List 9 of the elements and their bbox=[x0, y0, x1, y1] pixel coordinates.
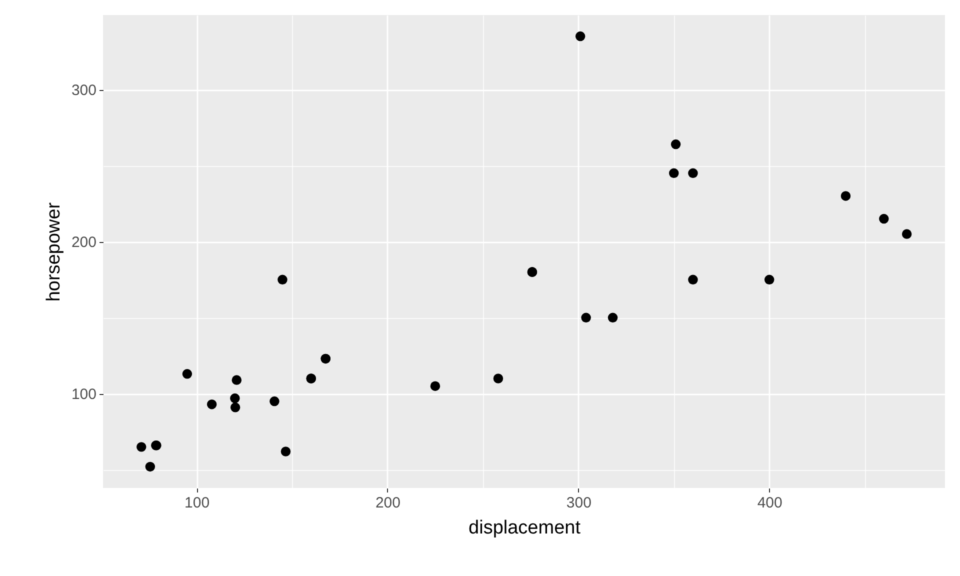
x-tick-label: 100 bbox=[184, 494, 210, 512]
x-tick-label: 300 bbox=[566, 494, 592, 512]
x-tick-label: 200 bbox=[375, 494, 400, 512]
y-tick-label: 200 bbox=[71, 234, 96, 252]
x-tick-label: 400 bbox=[757, 494, 782, 512]
y-tick-label: 300 bbox=[71, 82, 96, 100]
x-axis-title: displacement bbox=[468, 518, 582, 538]
y-tick-label: 100 bbox=[71, 386, 96, 404]
y-axis-title: horsepower bbox=[43, 202, 64, 302]
